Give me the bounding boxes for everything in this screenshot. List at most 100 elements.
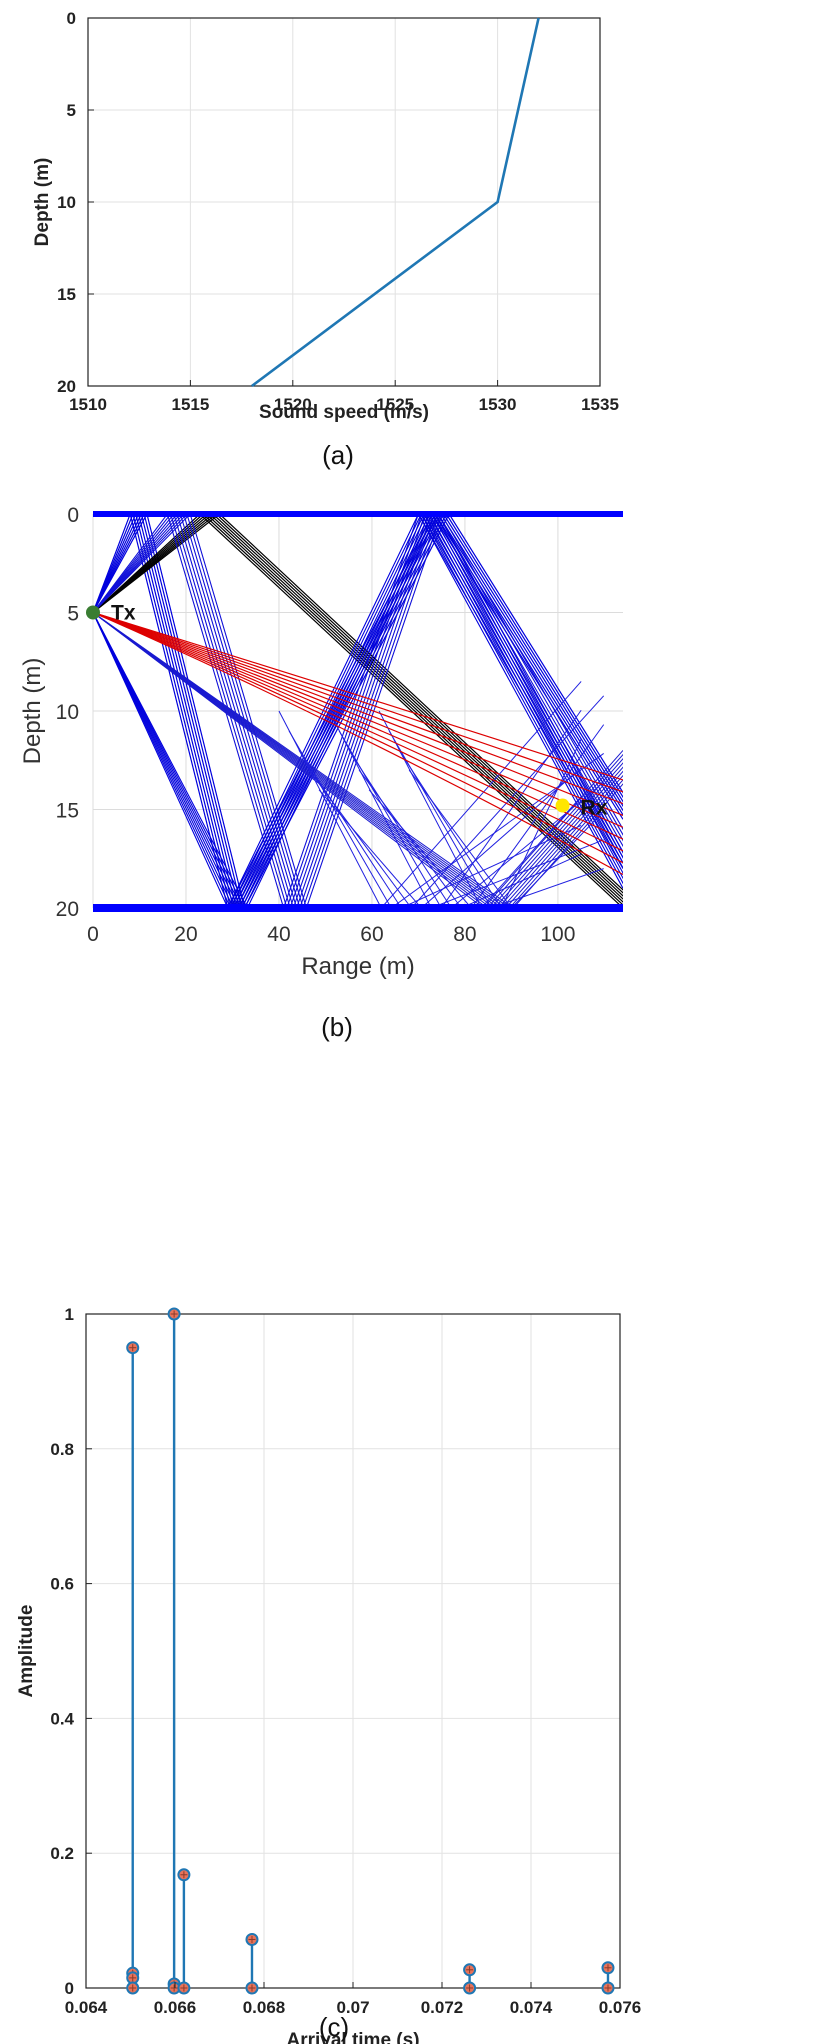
ray-line <box>338 730 442 908</box>
x-tick-label: 1525 <box>376 395 414 414</box>
ray-line <box>93 514 623 897</box>
y-tick-label: 15 <box>56 800 79 823</box>
ray-line <box>511 810 605 908</box>
ray-line <box>93 612 623 908</box>
y-tick-label: 0 <box>67 9 76 28</box>
ray-line <box>93 612 623 908</box>
ray-line <box>491 868 604 908</box>
y-axis-label: Depth (m) <box>32 158 53 247</box>
direct-ray-line <box>93 611 623 840</box>
direct-ray-line <box>93 611 623 828</box>
tx-marker <box>86 605 100 620</box>
ray-line <box>93 612 623 908</box>
ray-line <box>93 514 623 908</box>
direct-ray-line <box>93 611 623 805</box>
x-tick-label: 1515 <box>171 395 209 414</box>
y-tick-label: 0.8 <box>50 1440 74 1459</box>
x-tick-label: 0.068 <box>243 1998 286 2017</box>
ray-line <box>93 612 623 908</box>
direct-ray-line <box>93 611 623 876</box>
ray-line <box>93 514 623 908</box>
direct-ray-line <box>93 611 623 816</box>
x-tick-label: 0 <box>87 923 99 946</box>
ray-line <box>93 612 623 908</box>
y-tick-label: 20 <box>57 377 76 396</box>
ray-line <box>500 738 582 908</box>
y-tick-label: 20 <box>56 898 79 921</box>
ray-line <box>298 750 402 908</box>
y-tick-label: 0.4 <box>50 1709 74 1728</box>
ray-line <box>398 750 502 908</box>
y-tick-label: 0 <box>65 1979 74 1998</box>
x-tick-label: 80 <box>453 923 476 946</box>
ray-line <box>93 514 623 903</box>
x-tick-label: 1520 <box>274 395 312 414</box>
x-axis-label: Arrival time (s) <box>286 2030 419 2044</box>
y-tick-label: 5 <box>67 603 79 626</box>
ray-line <box>318 789 422 908</box>
ray-line <box>93 612 623 908</box>
x-tick-label: 100 <box>540 923 575 946</box>
ray-line <box>380 681 582 908</box>
rx-marker <box>555 798 570 813</box>
stems <box>126 1307 615 1995</box>
tx-label: Tx <box>111 602 136 625</box>
x-axis-label: Sound speed (m/s) <box>259 402 429 423</box>
ray-line <box>401 824 582 908</box>
y-tick-label: 15 <box>57 285 76 304</box>
ray-line <box>93 514 623 908</box>
ray-line <box>368 789 472 908</box>
direct-ray-line <box>93 611 623 793</box>
figure-a: 1510 1515 1520 1525 1530 1535 0 5 10 15 20 Sound sp… <box>0 0 839 500</box>
ray-line <box>93 514 623 891</box>
ray-line <box>288 730 392 908</box>
ray-line <box>93 514 623 908</box>
figure-c: 0.064 0.066 0.068 0.07 0.072 0.074 0.076 0 0.2 0.… <box>0 1260 839 2044</box>
x-tick-label: 0.066 <box>154 1998 197 2017</box>
ray-line <box>470 724 605 908</box>
ray-trace-chart: Tx Rx 0 20 40 60 80 100 0 5 10 15 20 Range (m) Depth (… <box>19 504 623 1042</box>
ray-line <box>93 514 623 894</box>
direct-ray-line <box>93 611 623 781</box>
y-tick-label: 5 <box>67 101 76 120</box>
rx-label: Rx <box>581 797 608 820</box>
y-tick-label: 10 <box>56 701 79 724</box>
ray-line <box>93 514 623 908</box>
ray-line <box>408 769 512 908</box>
ray-line <box>93 514 623 908</box>
ray-line <box>410 695 605 908</box>
y-axis-label: Depth (m) <box>19 658 46 765</box>
sound-speed-line <box>251 17 540 388</box>
ray-line <box>93 514 623 908</box>
x-tick-label: 40 <box>267 923 290 946</box>
ray-line <box>93 514 623 908</box>
ray-line <box>308 769 412 908</box>
ray-line <box>93 514 623 908</box>
x-tick-label: 0.064 <box>65 1998 108 2017</box>
caption-a: (a) <box>322 440 354 470</box>
y-tick-label: 0 <box>67 504 79 527</box>
ray-line <box>93 514 623 908</box>
ray-paths <box>93 514 623 908</box>
x-tick-label: 60 <box>360 923 383 946</box>
x-tick-label: 0.074 <box>510 1998 553 2017</box>
ray-line <box>93 514 623 908</box>
ray-line <box>420 767 582 908</box>
x-tick-label: 1535 <box>581 395 619 414</box>
arrival-amplitude-chart: 0.064 0.066 0.068 0.07 0.072 0.074 0.076 0 0.2 0.… <box>16 1305 642 2044</box>
y-tick-label: 10 <box>57 193 76 212</box>
y-tick-label: 1 <box>65 1305 74 1324</box>
x-tick-label: 0.076 <box>599 1998 642 2017</box>
ray-line <box>93 514 623 908</box>
caption-b: (b) <box>321 1012 353 1042</box>
x-tick-label: 20 <box>174 923 197 946</box>
x-tick-label: 1510 <box>69 395 107 414</box>
ray-line <box>348 750 452 908</box>
direct-ray-line <box>93 611 623 852</box>
x-tick-label: 0.07 <box>336 1998 369 2017</box>
x-tick-label: 1530 <box>479 395 517 414</box>
ray-line <box>93 514 623 908</box>
ray-line <box>93 514 623 900</box>
ray-line <box>93 612 623 908</box>
